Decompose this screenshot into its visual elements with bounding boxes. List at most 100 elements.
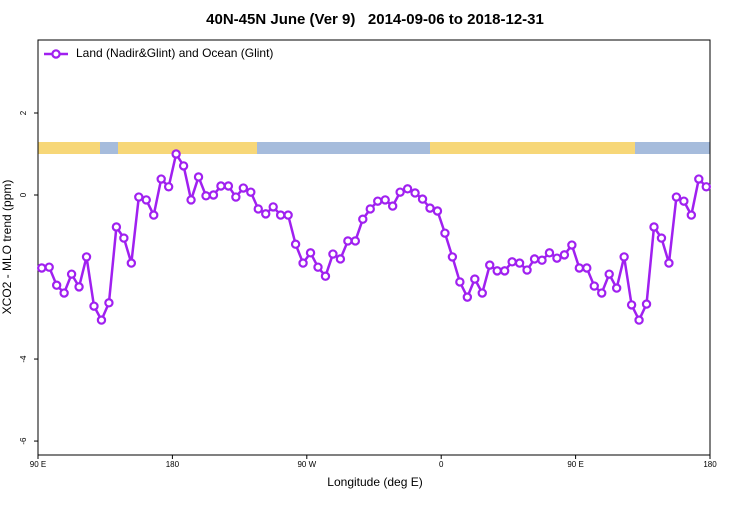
data-point xyxy=(335,254,346,264)
data-point xyxy=(313,262,323,272)
data-point xyxy=(485,260,495,270)
x-tick-label: 90 W xyxy=(297,460,316,469)
data-point xyxy=(37,263,47,273)
data-point xyxy=(507,257,517,267)
data-point xyxy=(119,233,129,243)
data-point xyxy=(559,250,570,260)
data-point xyxy=(477,288,487,298)
data-point xyxy=(59,288,69,298)
data-point xyxy=(597,288,607,298)
data-point xyxy=(701,182,711,192)
legend-marker xyxy=(51,49,61,59)
data-point xyxy=(537,255,547,265)
data-point xyxy=(111,222,122,232)
data-point xyxy=(305,248,316,258)
data-point xyxy=(343,236,353,246)
y-tick-label: 0 xyxy=(19,192,28,197)
land-ocean-strip xyxy=(38,142,710,154)
data-point xyxy=(149,210,159,220)
data-point xyxy=(417,194,428,204)
data-point xyxy=(253,204,263,214)
data-point xyxy=(686,210,697,220)
data-point xyxy=(163,182,174,192)
data-point xyxy=(447,252,458,262)
data-point xyxy=(208,190,219,200)
data-point xyxy=(193,172,204,182)
data-point xyxy=(589,281,599,291)
x-tick-label: 90 E xyxy=(567,460,583,469)
data-point xyxy=(66,269,77,279)
data-point xyxy=(246,187,256,197)
data-point xyxy=(104,298,114,308)
data-point xyxy=(455,277,465,287)
data-point xyxy=(440,228,450,238)
x-axis-label: Longitude (deg E) xyxy=(327,475,422,489)
data-point xyxy=(350,236,361,246)
data-point xyxy=(671,192,682,202)
data-point xyxy=(395,187,405,197)
data-point xyxy=(223,181,234,191)
data-point xyxy=(201,191,211,201)
data-point xyxy=(582,263,592,273)
data-point xyxy=(358,214,368,224)
data-point xyxy=(387,201,398,211)
data-point xyxy=(499,266,510,276)
data-point xyxy=(634,315,644,325)
data-point xyxy=(96,315,107,325)
plot-frame xyxy=(37,39,711,456)
data-point xyxy=(268,202,278,212)
legend-label: Land (Nadir&Glint) and Ocean (Glint) xyxy=(76,46,273,60)
data-point xyxy=(425,203,435,213)
data-point xyxy=(522,265,532,275)
x-tick-label: 180 xyxy=(166,460,180,469)
data-point xyxy=(514,258,525,268)
data-point xyxy=(89,301,99,311)
data-point xyxy=(432,206,443,216)
data-point xyxy=(156,174,166,184)
data-point xyxy=(261,209,271,219)
x-tick-label: 180 xyxy=(703,460,717,469)
data-point xyxy=(694,174,704,184)
data-point xyxy=(552,253,562,263)
data-point xyxy=(216,181,226,191)
data-point xyxy=(529,254,540,264)
y-axis-label: XCO2 - MLO trend (ppm) xyxy=(0,180,14,315)
data-point xyxy=(641,299,652,309)
data-point xyxy=(141,195,151,205)
y-tick-label: -6 xyxy=(19,437,28,445)
data-point xyxy=(186,195,196,205)
data-point xyxy=(656,233,667,243)
data-point xyxy=(410,188,420,198)
data-point xyxy=(664,258,674,268)
data-point xyxy=(238,183,249,193)
chart-title: 40N-45N June (Ver 9) 2014-09-06 to 2018-… xyxy=(206,11,544,28)
data-point xyxy=(231,192,241,202)
data-point xyxy=(611,283,622,293)
data-point xyxy=(470,274,480,284)
data-point xyxy=(567,240,577,250)
data-point xyxy=(373,196,383,206)
data-point xyxy=(462,292,473,302)
data-point xyxy=(81,252,92,262)
data-point xyxy=(492,266,502,276)
data-point xyxy=(178,161,189,171)
data-point xyxy=(649,222,659,232)
data-point xyxy=(380,195,390,205)
data-point xyxy=(126,258,137,268)
data-point xyxy=(626,300,637,310)
data-point xyxy=(544,248,555,258)
data-point xyxy=(365,204,375,214)
data-point xyxy=(134,192,144,202)
data-point xyxy=(604,269,614,279)
data-point xyxy=(171,149,181,159)
data-point xyxy=(51,280,62,290)
x-tick-label: 0 xyxy=(439,460,444,469)
data-point xyxy=(290,239,301,249)
data-point xyxy=(679,196,689,206)
y-tick-label: -4 xyxy=(19,355,28,363)
data-point xyxy=(320,271,331,281)
data-point xyxy=(328,249,338,259)
data-point xyxy=(574,263,585,273)
